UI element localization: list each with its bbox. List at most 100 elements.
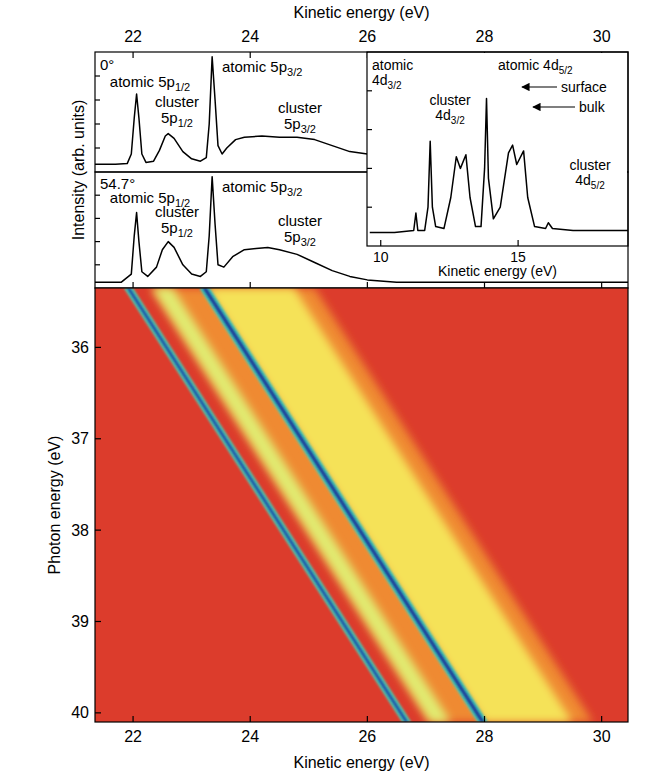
text-line: 37: [71, 430, 89, 447]
heatmap-band: [151, 288, 593, 722]
y-tick: [367, 129, 372, 130]
y-tick-label: 37: [71, 430, 89, 447]
y-tick: [95, 264, 100, 265]
y-tick: [95, 75, 100, 76]
text-line: 22: [124, 28, 142, 45]
text-line: 5p: [161, 219, 178, 236]
annotation: cluster5p3/2: [278, 99, 322, 135]
arrow: [533, 106, 575, 107]
text-line: 26: [358, 728, 376, 745]
y-tick: [95, 530, 101, 531]
x-tick-label: 24: [241, 28, 259, 45]
annotation: cluster5p1/2: [155, 93, 199, 129]
heatmap-panel: 22242628303637383940Kinetic energy (eV)P…: [46, 288, 628, 771]
text-line: Kinetic energy (eV): [293, 754, 429, 771]
figure: 22242628300°atomic 5p1/2cluster5p1/2atom…: [0, 0, 649, 777]
text-line: atomic: [372, 57, 413, 73]
y-tick: [95, 195, 100, 196]
text-line: atomic 4d: [498, 57, 559, 73]
y-tick-label: 39: [71, 613, 89, 630]
annotation: atomic 5p3/2: [222, 58, 302, 78]
subscript: 1/2: [178, 117, 193, 129]
x-tick: [132, 282, 133, 288]
text-line: cluster: [429, 92, 471, 108]
y-tick: [95, 147, 100, 148]
annotation: cluster4d5/2: [569, 157, 611, 191]
annotation: cluster5p1/2: [155, 203, 199, 239]
text-line: 40: [71, 704, 89, 721]
heatmap-background: [95, 288, 628, 722]
text-line: 4d: [435, 107, 451, 123]
y-tick: [95, 99, 100, 100]
text-line: 38: [71, 522, 89, 539]
x-tick: [250, 716, 251, 722]
subscript: 3/2: [287, 186, 302, 198]
x-tick: [132, 716, 133, 722]
text-line: 5p: [284, 228, 301, 245]
y-tick-label: 36: [71, 339, 89, 356]
text-line: 5p: [284, 115, 301, 132]
text-line: cluster: [155, 93, 199, 110]
text-line: 0°: [100, 56, 114, 73]
text-line: 36: [71, 339, 89, 356]
text-line: cluster: [278, 212, 322, 229]
x-tick: [367, 716, 368, 722]
y-tick: [367, 168, 372, 169]
x-tick: [380, 240, 381, 246]
text-line: Intensity (arb. units): [70, 100, 87, 241]
x-axis-title: Kinetic energy (eV): [293, 4, 429, 21]
text-line: 24: [241, 28, 259, 45]
x-tick-label: 22: [124, 728, 142, 745]
y-tick: [95, 123, 100, 124]
text-line: cluster: [278, 99, 322, 116]
text-line: 4d: [372, 72, 388, 88]
plot-area: [370, 99, 628, 233]
spectrum-line: [95, 57, 367, 164]
annotation: surface: [561, 79, 607, 95]
annotation: atomic 5p1/2: [110, 73, 190, 93]
heatmap-area: [95, 288, 628, 722]
x-tick: [484, 716, 485, 722]
frame: [367, 52, 628, 246]
y-tick: [95, 218, 100, 219]
y-tick: [367, 90, 372, 91]
text-line: 5p: [161, 109, 178, 126]
x-tick: [601, 716, 602, 722]
x-tick-label: 30: [593, 728, 611, 745]
x-tick: [484, 282, 485, 288]
x-tick-label: 28: [476, 728, 494, 745]
plot-area: [95, 57, 367, 164]
annotation: cluster5p3/2: [278, 212, 322, 248]
subscript: 5/2: [591, 180, 605, 191]
x-tick-label: 26: [358, 28, 376, 45]
annotation: bulk: [579, 99, 606, 115]
text-line: 22: [124, 728, 142, 745]
x-tick-label: 26: [358, 728, 376, 745]
arrow: [522, 86, 557, 87]
y-tick: [367, 207, 372, 208]
text-line: Kinetic energy (eV): [293, 4, 429, 21]
annotation: atomic 5p3/2: [222, 178, 302, 198]
text-line: 26: [358, 28, 376, 45]
text-line: 30: [593, 728, 611, 745]
text-line: atomic 5p: [110, 73, 175, 90]
y-tick: [95, 347, 101, 348]
y-axis-title: Photon energy (eV): [46, 436, 63, 575]
y-tick: [95, 712, 101, 713]
text-line: 30: [593, 28, 611, 45]
text-line: 10: [373, 249, 389, 265]
y-tick-label: 40: [71, 704, 89, 721]
x-tick: [250, 282, 251, 288]
subscript: 5/2: [559, 65, 573, 76]
annotation: atomic4d3/2: [372, 57, 413, 91]
x-tick: [518, 240, 519, 246]
x-axis-title: Kinetic energy (eV): [438, 263, 557, 279]
heatmap-band: [124, 288, 412, 722]
text-line: 28: [476, 728, 494, 745]
subscript: 3/2: [287, 66, 302, 78]
x-tick: [367, 282, 368, 288]
x-tick-label: 10: [373, 249, 389, 265]
annotation: 0°: [100, 56, 114, 73]
subscript: 1/2: [175, 81, 190, 93]
heatmap-band: [152, 288, 451, 722]
